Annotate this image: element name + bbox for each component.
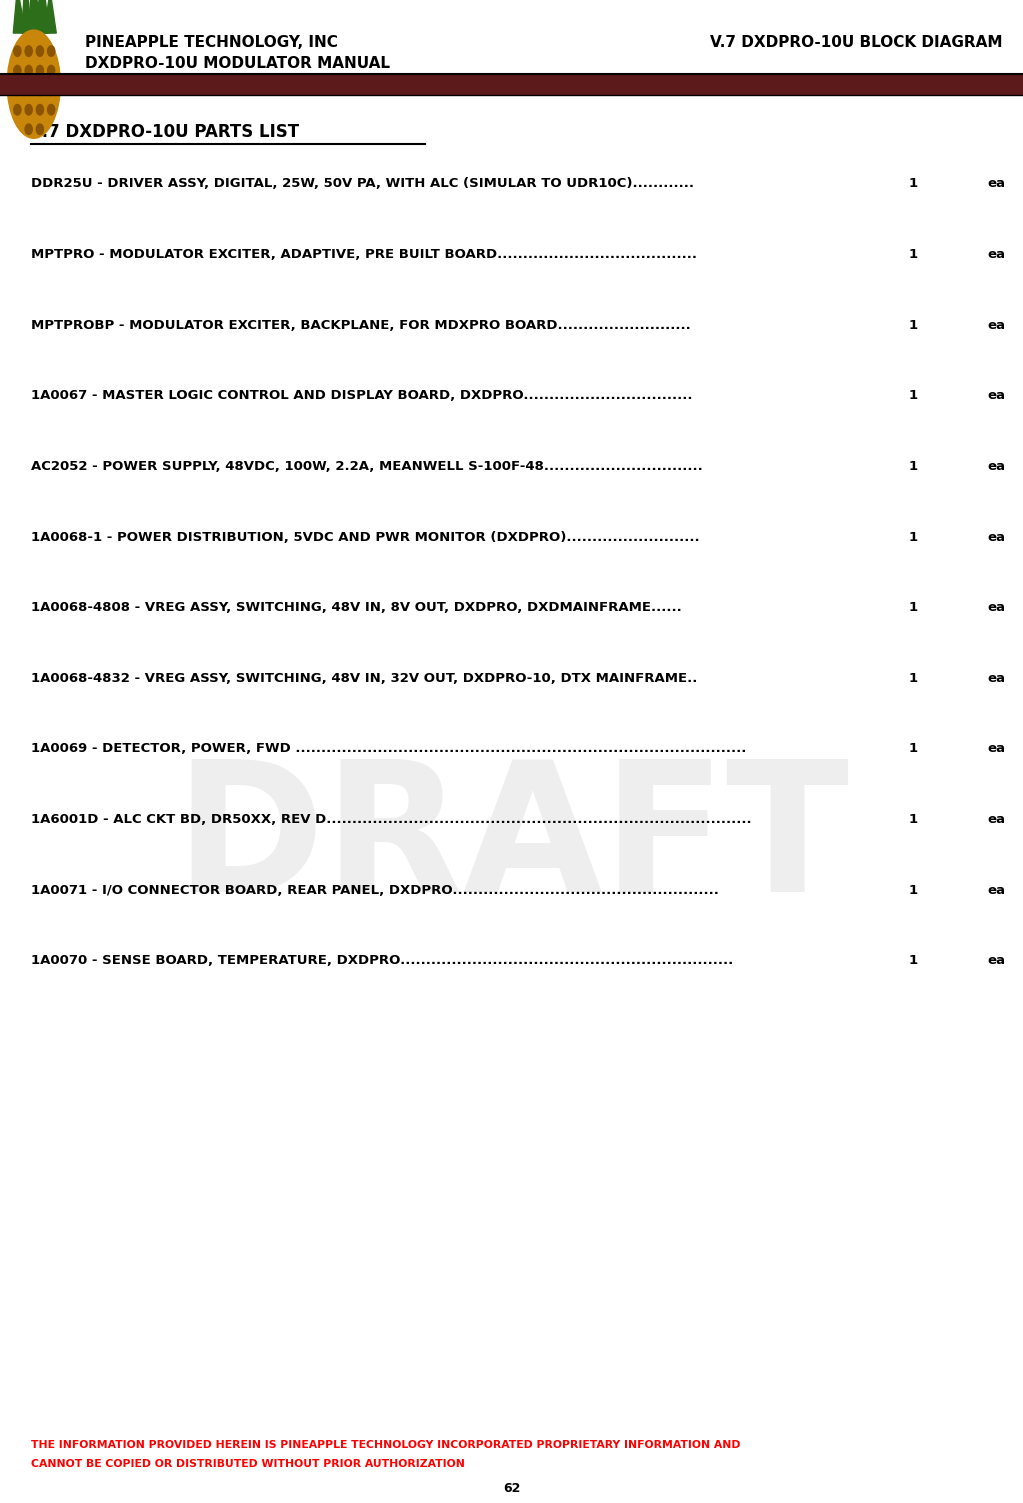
Polygon shape <box>36 0 49 33</box>
Ellipse shape <box>37 123 43 135</box>
Ellipse shape <box>14 65 20 77</box>
Polygon shape <box>44 0 56 33</box>
Text: 1A0070 - SENSE BOARD, TEMPERATURE, DXDPRO.......................................: 1A0070 - SENSE BOARD, TEMPERATURE, DXDPR… <box>31 954 732 968</box>
Ellipse shape <box>48 45 55 57</box>
Text: ea: ea <box>987 460 1006 473</box>
Text: ea: ea <box>987 319 1006 332</box>
Text: 1A0067 - MASTER LOGIC CONTROL AND DISPLAY BOARD, DXDPRO.........................: 1A0067 - MASTER LOGIC CONTROL AND DISPLA… <box>31 389 693 403</box>
Text: 1: 1 <box>909 319 918 332</box>
Text: PINEAPPLE TECHNOLOGY, INC: PINEAPPLE TECHNOLOGY, INC <box>85 35 338 50</box>
Ellipse shape <box>25 104 33 116</box>
Text: 1A6001D - ALC CKT BD, DR50XX, REV D.............................................: 1A6001D - ALC CKT BD, DR50XX, REV D.....… <box>31 813 751 827</box>
Text: 62: 62 <box>503 1482 520 1495</box>
Text: ea: ea <box>987 389 1006 403</box>
Ellipse shape <box>14 84 20 96</box>
Text: 1A0068-4808 - VREG ASSY, SWITCHING, 48V IN, 8V OUT, DXDPRO, DXDMAINFRAME......: 1A0068-4808 - VREG ASSY, SWITCHING, 48V … <box>31 601 681 615</box>
Ellipse shape <box>25 45 33 57</box>
Text: 1: 1 <box>909 742 918 756</box>
Text: 1: 1 <box>909 531 918 544</box>
Ellipse shape <box>48 104 55 116</box>
Text: DXDPRO-10U MODULATOR MANUAL: DXDPRO-10U MODULATOR MANUAL <box>85 56 390 71</box>
Ellipse shape <box>37 65 43 77</box>
Text: AC2052 - POWER SUPPLY, 48VDC, 100W, 2.2A, MEANWELL S-100F-48....................: AC2052 - POWER SUPPLY, 48VDC, 100W, 2.2A… <box>31 460 703 473</box>
Text: 1A0068-1 - POWER DISTRIBUTION, 5VDC AND PWR MONITOR (DXDPRO)....................: 1A0068-1 - POWER DISTRIBUTION, 5VDC AND … <box>31 531 700 544</box>
Text: ea: ea <box>987 742 1006 756</box>
Text: ea: ea <box>987 248 1006 262</box>
Text: 1: 1 <box>909 389 918 403</box>
Text: V.7 DXDPRO-10U PARTS LIST: V.7 DXDPRO-10U PARTS LIST <box>31 123 299 141</box>
Polygon shape <box>29 0 41 33</box>
Text: ea: ea <box>987 954 1006 968</box>
Text: ea: ea <box>987 177 1006 191</box>
Text: DRAFT: DRAFT <box>174 753 849 930</box>
Text: 1: 1 <box>909 813 918 827</box>
Text: 1: 1 <box>909 460 918 473</box>
Text: V.7 DXDPRO-10U BLOCK DIAGRAM: V.7 DXDPRO-10U BLOCK DIAGRAM <box>710 35 1003 50</box>
FancyBboxPatch shape <box>0 75 1023 95</box>
Ellipse shape <box>7 30 60 138</box>
Text: 1A0071 - I/O CONNECTOR BOARD, REAR PANEL, DXDPRO................................: 1A0071 - I/O CONNECTOR BOARD, REAR PANEL… <box>31 884 718 897</box>
Ellipse shape <box>25 123 33 135</box>
Ellipse shape <box>37 84 43 96</box>
Text: CANNOT BE COPIED OR DISTRIBUTED WITHOUT PRIOR AUTHORIZATION: CANNOT BE COPIED OR DISTRIBUTED WITHOUT … <box>31 1459 464 1470</box>
Ellipse shape <box>37 45 43 57</box>
Text: 1: 1 <box>909 672 918 685</box>
Text: THE INFORMATION PROVIDED HEREIN IS PINEAPPLE TECHNOLOGY INCORPORATED PROPRIETARY: THE INFORMATION PROVIDED HEREIN IS PINEA… <box>31 1440 741 1450</box>
Text: 1: 1 <box>909 177 918 191</box>
Text: MPTPROBP - MODULATOR EXCITER, BACKPLANE, FOR MDXPRO BOARD.......................: MPTPROBP - MODULATOR EXCITER, BACKPLANE,… <box>31 319 691 332</box>
Text: ea: ea <box>987 884 1006 897</box>
Text: 1: 1 <box>909 884 918 897</box>
Ellipse shape <box>48 84 55 96</box>
Ellipse shape <box>14 45 20 57</box>
Text: 1A0069 - DETECTOR, POWER, FWD ..................................................: 1A0069 - DETECTOR, POWER, FWD ..........… <box>31 742 746 756</box>
Text: 1: 1 <box>909 601 918 615</box>
Text: ea: ea <box>987 601 1006 615</box>
Text: ea: ea <box>987 813 1006 827</box>
Text: 1: 1 <box>909 954 918 968</box>
Text: MPTPRO - MODULATOR EXCITER, ADAPTIVE, PRE BUILT BOARD...........................: MPTPRO - MODULATOR EXCITER, ADAPTIVE, PR… <box>31 248 697 262</box>
Ellipse shape <box>14 104 20 116</box>
Polygon shape <box>13 0 26 33</box>
Ellipse shape <box>48 65 55 77</box>
Text: 1: 1 <box>909 248 918 262</box>
Polygon shape <box>21 0 32 33</box>
Text: ea: ea <box>987 531 1006 544</box>
Text: ea: ea <box>987 672 1006 685</box>
Text: 1A0068-4832 - VREG ASSY, SWITCHING, 48V IN, 32V OUT, DXDPRO-10, DTX MAINFRAME..: 1A0068-4832 - VREG ASSY, SWITCHING, 48V … <box>31 672 697 685</box>
Ellipse shape <box>37 104 43 116</box>
Ellipse shape <box>25 84 33 96</box>
Ellipse shape <box>25 65 33 77</box>
Text: DDR25U - DRIVER ASSY, DIGITAL, 25W, 50V PA, WITH ALC (SIMULAR TO UDR10C)........: DDR25U - DRIVER ASSY, DIGITAL, 25W, 50V … <box>31 177 694 191</box>
